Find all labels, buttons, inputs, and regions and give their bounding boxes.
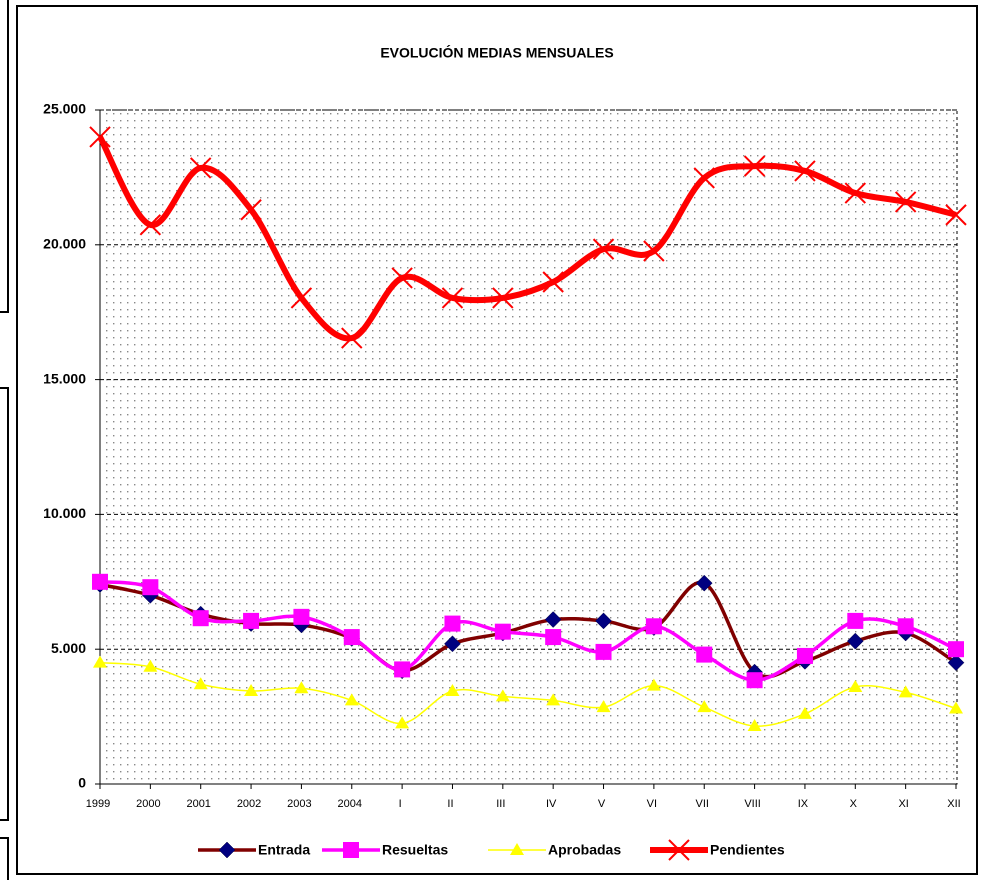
data-point [596,700,611,713]
data-point [93,655,107,668]
data-point [143,659,158,672]
legend-label: Entrada [258,842,310,858]
plot-area [99,109,958,785]
data-point [139,214,162,236]
data-point [394,661,411,678]
data-point [848,679,863,692]
y-tick-label: 10.000 [43,505,86,521]
data-point [293,608,310,625]
side-panel [0,387,9,821]
legend-marker [218,841,236,859]
data-point [445,683,460,696]
legend-marker [343,842,359,858]
data-point [244,683,259,696]
data-point [595,612,612,630]
x-tick-label: 2003 [287,798,311,810]
data-point [592,238,615,260]
x-tick-label: IX [798,798,809,810]
data-point [542,271,564,293]
data-point [290,287,313,309]
legend-label: Resueltas [382,842,448,858]
x-tick-label: XII [947,798,960,810]
legend-marker [510,843,524,855]
data-point [240,199,262,221]
data-point [898,685,913,698]
data-point [494,623,511,640]
data-point [697,700,712,713]
data-point [897,618,914,635]
data-point [395,716,410,729]
data-point [192,610,209,627]
data-point [693,167,715,189]
x-tick-label: VI [647,798,657,810]
data-point [847,612,864,629]
data-point [643,240,665,262]
data-point [947,654,965,672]
data-point [344,693,359,706]
data-point [193,677,208,690]
data-point [797,706,812,719]
data-point [341,327,363,349]
x-tick-label: 2002 [237,798,261,810]
data-point [645,618,662,635]
legend-label: Aprobadas [548,842,621,858]
data-point [696,646,713,663]
data-point [796,647,813,664]
data-point [695,574,713,592]
side-panel [0,0,9,313]
x-tick-label: 2004 [338,798,362,810]
y-tick-label: 20.000 [43,236,86,252]
y-tick-label: 25.000 [43,101,86,117]
x-tick-label: VII [696,798,709,810]
data-point [646,678,661,691]
y-tick-label: 15.000 [43,370,86,386]
data-point [89,126,111,148]
data-point [747,719,762,732]
data-point [746,672,763,689]
data-point [945,204,967,226]
side-panel [0,837,9,880]
x-tick-label: XI [898,798,908,810]
data-point [92,573,108,590]
data-point [546,693,561,706]
x-tick-label: 2001 [186,798,210,810]
data-point [894,191,917,213]
data-point [948,641,964,658]
data-point [441,287,464,309]
data-point [444,615,461,632]
data-point [949,701,963,714]
data-point [343,629,360,646]
x-tick-label: V [598,798,606,810]
legend-marker [668,839,690,861]
data-point [142,579,159,596]
x-tick-label: 2000 [136,798,160,810]
data-point [794,160,816,182]
data-point [391,267,413,289]
x-tick-label: X [850,798,858,810]
data-point [243,612,260,629]
data-point [743,155,766,177]
chart-title: EVOLUCIÓN MEDIAS MENSUALES [380,44,613,61]
y-tick-label: 0 [78,775,86,791]
y-tick-label: 5.000 [51,640,86,656]
data-point [294,681,309,694]
x-tick-label: 1999 [86,798,110,810]
data-point [189,157,212,179]
data-point [492,287,514,309]
data-point [595,643,612,660]
x-tick-label: I [399,798,402,810]
data-point [846,632,864,650]
data-point [545,629,562,646]
data-point [844,182,867,204]
data-point [444,635,461,653]
x-tick-label: III [496,798,505,810]
x-tick-label: VIII [744,798,761,810]
data-point [544,611,562,628]
data-point [495,689,510,702]
x-tick-label: II [447,798,453,810]
legend-label: Pendientes [710,842,785,858]
x-tick-label: IV [546,798,557,810]
